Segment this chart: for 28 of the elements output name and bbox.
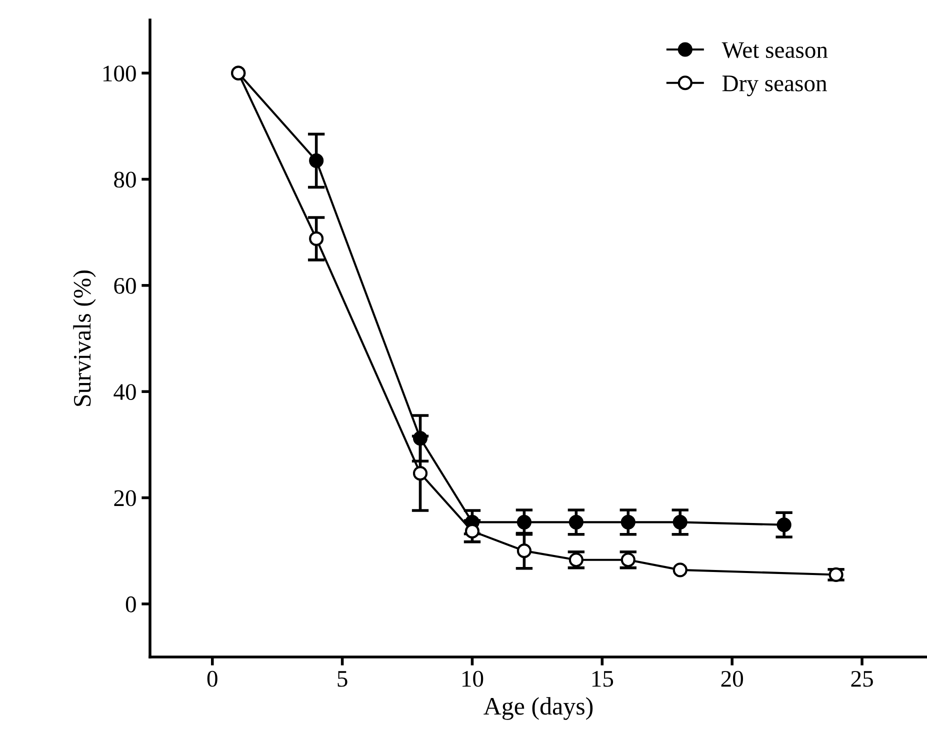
point [672, 514, 688, 530]
y-tick-label: 40 [114, 384, 136, 400]
x-tick-label: 5 [338, 671, 348, 687]
point [776, 518, 792, 532]
y-tick-label: 80 [114, 172, 136, 188]
x-tick-label: 10 [462, 670, 484, 687]
point [620, 514, 636, 530]
x-tick-label: 25 [851, 670, 873, 687]
legend-label: Wet season [722, 42, 828, 58]
point [672, 562, 688, 578]
point [412, 466, 428, 481]
point [516, 514, 532, 530]
point [309, 153, 324, 168]
point [516, 544, 532, 558]
y-tick-label: 100 [103, 66, 136, 82]
point [568, 514, 584, 530]
legend-label: Dry season [722, 76, 827, 96]
x-tick-label: 15 [592, 670, 614, 687]
point [412, 431, 428, 446]
y-axis-title: Survivals (%) [73, 270, 96, 406]
y-tick-label: 60 [114, 278, 136, 294]
y-tick-label: 20 [114, 490, 136, 506]
x-tick-label: 20 [721, 670, 744, 687]
x-tick-label: 0 [207, 670, 218, 687]
point [828, 567, 844, 582]
y-tick-label: 0 [126, 596, 136, 612]
x-axis-title: Age (days) [484, 697, 593, 720]
point [309, 231, 324, 246]
